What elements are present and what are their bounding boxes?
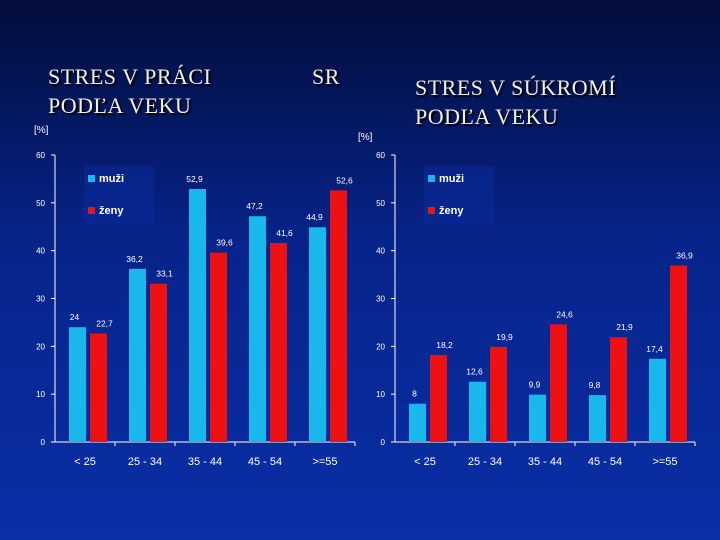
private-bar-women xyxy=(670,265,687,442)
work-bar-women xyxy=(270,243,287,442)
private-bar-men xyxy=(589,395,606,442)
work-data-label-women: 39,6 xyxy=(216,238,233,248)
title-private-stress-line2: PODĽA VEKU xyxy=(415,104,559,129)
work-x-tick-label: 45 - 54 xyxy=(248,456,282,468)
work-y-tick-label: 0 xyxy=(41,438,46,447)
private-data-label-men: 8 xyxy=(412,389,417,399)
private-legend-label: muži xyxy=(439,173,464,185)
private-y-tick-label: 10 xyxy=(376,390,385,399)
private-data-label-women: 21,9 xyxy=(616,322,633,332)
work-data-label-men: 44,9 xyxy=(306,212,323,222)
work-bar-men xyxy=(129,268,146,442)
private-y-tick-label: 0 xyxy=(381,438,386,447)
private-data-label-men: 17,4 xyxy=(646,344,663,354)
work-ylabel: [%] xyxy=(34,125,49,136)
private-data-label-men: 9,8 xyxy=(589,380,601,390)
work-y-tick-label: 10 xyxy=(36,390,45,399)
private-x-tick-label: < 25 xyxy=(414,456,436,468)
work-bar-men xyxy=(309,227,326,442)
private-x-tick-label: 45 - 54 xyxy=(588,456,622,468)
work-bar-men xyxy=(69,327,86,442)
private-data-label-women: 24,6 xyxy=(556,309,573,319)
private-x-tick-label: 35 - 44 xyxy=(528,456,562,468)
work-x-tick-label: < 25 xyxy=(74,456,96,468)
private-legend-swatch xyxy=(428,207,435,214)
private-bar-men xyxy=(469,381,486,442)
work-y-tick-label: 30 xyxy=(36,295,45,304)
work-legend-box xyxy=(84,166,154,226)
private-bar-men xyxy=(409,403,426,442)
work-y-tick-label: 40 xyxy=(36,247,45,256)
private-bar-men xyxy=(649,358,666,442)
work-legend-swatch xyxy=(88,207,95,214)
work-y-tick-label: 60 xyxy=(36,151,45,160)
private-y-tick-label: 20 xyxy=(376,342,385,351)
private-y-tick-label: 60 xyxy=(376,151,385,160)
work-legend-label: muži xyxy=(99,173,124,185)
private-bar-women xyxy=(610,337,627,442)
work-y-tick-label: 50 xyxy=(36,199,45,208)
work-x-tick-label: 35 - 44 xyxy=(188,456,222,468)
work-data-label-women: 52,6 xyxy=(336,175,353,185)
work-y-tick-label: 20 xyxy=(36,342,45,351)
title-private-stress: STRES V SÚKROMÍ PODĽA VEKU xyxy=(415,73,616,131)
work-bar-women xyxy=(330,190,347,442)
title-work-stress: STRES V PRÁCI PODĽA VEKU xyxy=(48,62,211,120)
private-legend-box xyxy=(424,166,494,226)
work-legend-swatch xyxy=(88,175,95,182)
work-data-label-men: 47,2 xyxy=(246,201,263,211)
work-data-label-women: 33,1 xyxy=(156,269,173,279)
private-x-tick-label: 25 - 34 xyxy=(468,456,502,468)
private-legend-label: ženy xyxy=(439,205,464,217)
title-work-stress-line1: STRES V PRÁCI xyxy=(48,64,212,89)
work-x-tick-label: >=55 xyxy=(312,456,337,468)
work-data-label-men: 36,2 xyxy=(126,254,143,264)
work-data-label-women: 41,6 xyxy=(276,228,293,238)
work-data-label-men: 24 xyxy=(70,312,80,322)
work-bar-women xyxy=(90,333,107,442)
private-legend-swatch xyxy=(428,175,435,182)
title-work-stress-line2: PODĽA VEKU xyxy=(48,93,192,118)
private-ylabel: [%] xyxy=(358,132,373,143)
work-legend-label: ženy xyxy=(99,205,124,217)
private-bar-women xyxy=(550,324,567,442)
work-bar-women xyxy=(150,283,167,442)
private-bar-men xyxy=(529,394,546,442)
work-x-tick-label: 25 - 34 xyxy=(128,456,162,468)
private-bar-women xyxy=(490,346,507,442)
work-data-label-men: 52,9 xyxy=(186,174,203,184)
private-data-label-women: 18,2 xyxy=(436,340,453,350)
private-x-tick-label: >=55 xyxy=(652,456,677,468)
private-bar-women xyxy=(430,354,447,442)
work-bar-men xyxy=(189,188,206,442)
title-country: SR xyxy=(312,64,340,89)
private-y-tick-label: 50 xyxy=(376,199,385,208)
title-private-stress-line1: STRES V SÚKROMÍ xyxy=(415,75,617,100)
work-data-label-women: 22,7 xyxy=(96,318,113,328)
private-data-label-women: 19,9 xyxy=(496,332,513,342)
work-bar-women xyxy=(210,252,227,442)
work-bar-men xyxy=(249,216,266,442)
private-y-tick-label: 40 xyxy=(376,247,385,256)
private-y-tick-label: 30 xyxy=(376,295,385,304)
private-data-label-men: 12,6 xyxy=(466,367,483,377)
private-data-label-women: 36,9 xyxy=(676,250,693,260)
private-data-label-men: 9,9 xyxy=(529,380,541,390)
